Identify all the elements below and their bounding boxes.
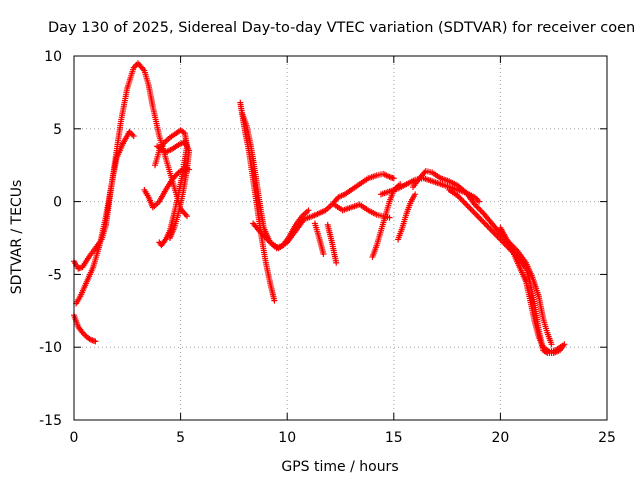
data-point-marker xyxy=(386,214,393,221)
data-point-marker xyxy=(92,338,99,345)
series-arc-7 xyxy=(237,99,278,304)
chart-title: Day 130 of 2025, Sidereal Day-to-day VTE… xyxy=(48,20,635,36)
y-tick-label: -5 xyxy=(48,267,62,283)
data-marks xyxy=(71,60,568,357)
data-point-marker xyxy=(156,239,163,246)
series-arc-9 xyxy=(250,170,397,252)
y-axis-label: SDTVAR / TECUs xyxy=(9,180,25,295)
y-tick-label: 0 xyxy=(53,195,62,211)
y-tick-label: 10 xyxy=(44,49,62,65)
y-tick-label: 5 xyxy=(53,122,62,138)
x-tick-label: 25 xyxy=(598,430,616,446)
x-axis-label: GPS time / hours xyxy=(281,459,398,475)
axis-ticks: 0 5 10 15 20 25 -15 -10 -5 0 5 10 xyxy=(39,49,616,446)
data-point-marker xyxy=(130,133,137,140)
data-point-marker xyxy=(548,341,555,348)
series-arc-11 xyxy=(324,221,340,266)
data-point-marker xyxy=(559,342,566,349)
data-point-marker xyxy=(320,251,327,258)
y-tick-label: -15 xyxy=(39,413,62,429)
series-arc-3 xyxy=(73,128,137,307)
data-point-marker xyxy=(271,297,278,304)
series-arc-18 xyxy=(497,224,566,355)
series-arc-10 xyxy=(311,220,327,258)
grid-lines xyxy=(74,56,607,420)
x-tick-label: 0 xyxy=(70,430,79,446)
data-point-marker xyxy=(476,198,483,205)
data-point-marker xyxy=(412,191,419,198)
data-point-marker xyxy=(390,175,397,182)
y-tick-label: -10 xyxy=(39,340,62,356)
data-point-marker xyxy=(183,213,190,220)
series-arc-15 xyxy=(395,191,419,243)
series-arc-6 xyxy=(154,138,193,241)
x-tick-label: 10 xyxy=(278,430,296,446)
data-point-marker xyxy=(166,235,173,241)
x-tick-label: 5 xyxy=(176,430,185,446)
plot-frame xyxy=(73,55,608,421)
series-arc-1 xyxy=(71,312,99,345)
x-tick-label: 20 xyxy=(491,430,509,446)
x-tick-label: 15 xyxy=(385,430,403,446)
data-point-marker xyxy=(305,207,312,214)
data-point-marker xyxy=(333,259,340,266)
